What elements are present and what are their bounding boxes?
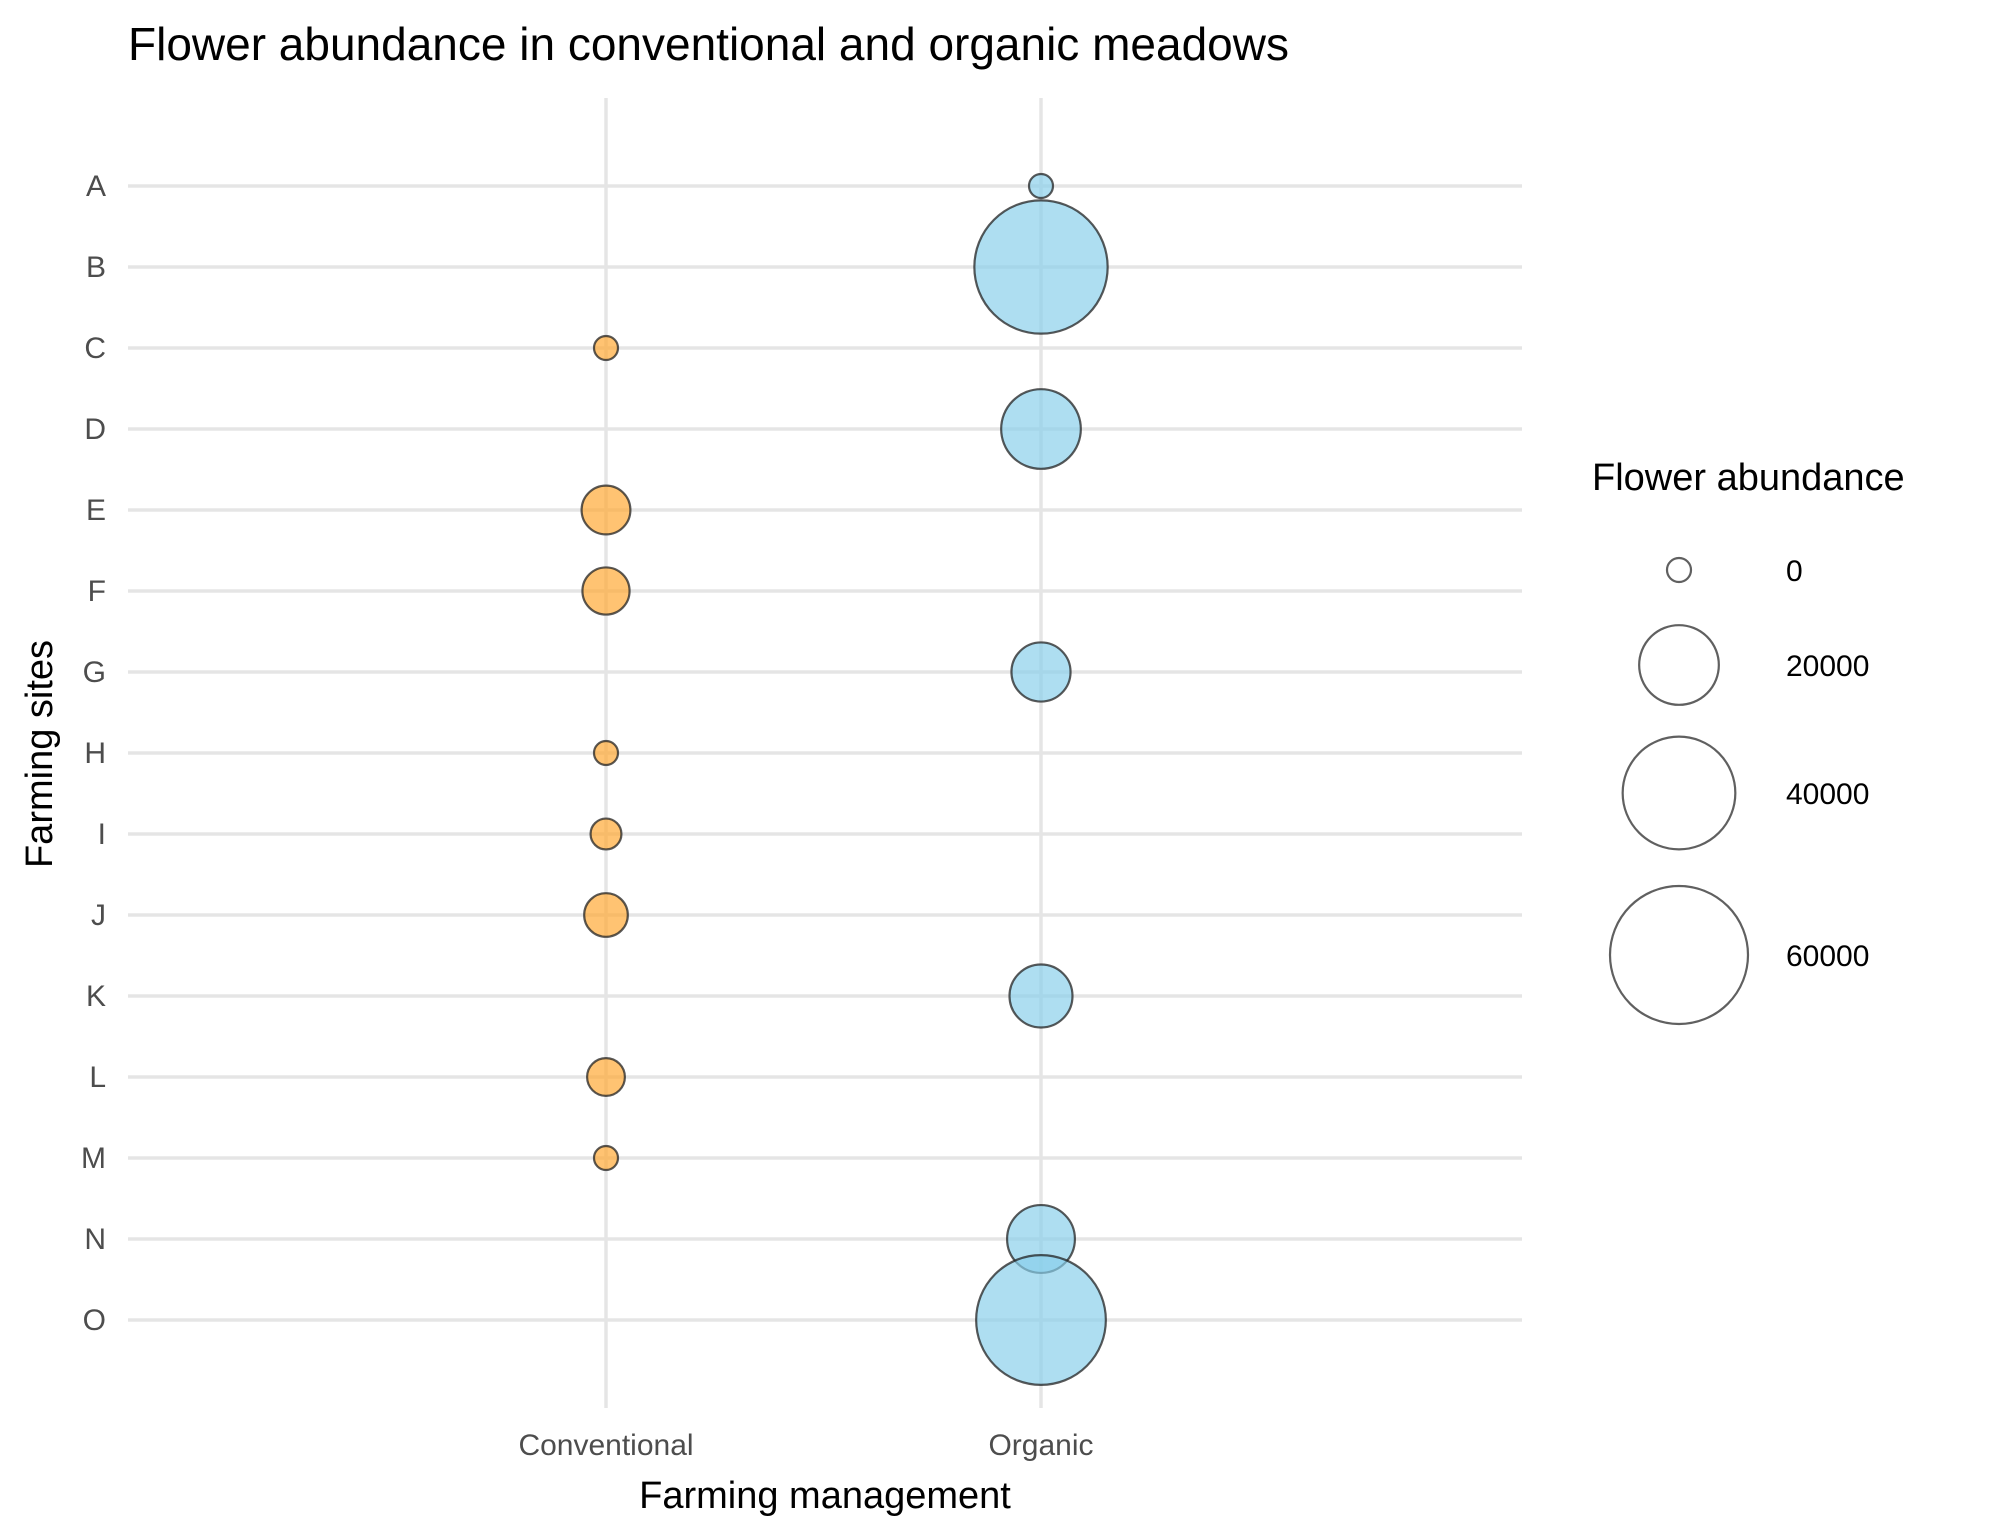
legend-label-0: 0 <box>1786 555 1803 588</box>
point-e <box>580 484 632 536</box>
y-tick-label-a: A <box>86 170 106 203</box>
legend-label-40000: 40000 <box>1786 778 1869 811</box>
legend-items: 0 20000 40000 60000 <box>1608 555 1869 1026</box>
legend-circle-20000 <box>1638 624 1720 706</box>
point-o <box>975 1254 1107 1386</box>
y-tick-label-n: N <box>84 1223 106 1256</box>
y-tick-label-i: I <box>98 818 106 851</box>
point-a <box>1027 172 1055 200</box>
y-tick-label-j: J <box>91 899 106 932</box>
legend-label-20000: 20000 <box>1786 650 1869 683</box>
data-points <box>580 172 1109 1386</box>
legend-circle-0 <box>1665 556 1693 584</box>
y-tick-label-d: D <box>84 413 106 446</box>
point-d <box>1000 388 1082 470</box>
point-c <box>592 334 620 362</box>
y-tick-label-e: E <box>86 494 106 527</box>
y-axis-title: Farming sites <box>19 640 61 868</box>
chart-title: Flower abundance in conventional and org… <box>128 18 1289 70</box>
y-tick-label-o: O <box>83 1304 106 1337</box>
legend-circle-60000 <box>1608 884 1750 1026</box>
point-j <box>583 892 629 938</box>
y-tick-label-f: F <box>88 575 106 608</box>
legend-title: Flower abundance <box>1592 457 1905 499</box>
y-tick-label-k: K <box>86 980 106 1013</box>
y-axis-tick-labels: A B C D E F G H I J K L M N O <box>81 170 106 1337</box>
y-tick-label-b: B <box>86 251 106 284</box>
point-k <box>1008 963 1074 1029</box>
y-tick-label-c: C <box>84 332 106 365</box>
grid-lines <box>128 98 1522 1408</box>
point-g <box>1010 641 1072 703</box>
legend-label-60000: 60000 <box>1786 940 1869 973</box>
x-axis-title: Farming management <box>639 1475 1011 1517</box>
size-legend: Flower abundance 0 20000 40000 60000 <box>1592 457 1905 1026</box>
point-l <box>586 1057 626 1097</box>
x-axis-tick-labels: Conventional Organic <box>518 1429 1093 1462</box>
point-f <box>581 566 631 616</box>
y-tick-label-m: M <box>81 1142 106 1175</box>
point-i <box>589 817 623 851</box>
point-m <box>592 1144 620 1172</box>
y-tick-label-g: G <box>83 656 106 689</box>
y-tick-label-l: L <box>89 1061 106 1094</box>
y-tick-label-h: H <box>84 737 106 770</box>
x-tick-label-organic: Organic <box>988 1429 1093 1462</box>
point-b <box>973 199 1109 335</box>
x-tick-label-conventional: Conventional <box>518 1429 693 1462</box>
legend-circle-40000 <box>1621 735 1737 851</box>
point-h <box>592 739 620 767</box>
